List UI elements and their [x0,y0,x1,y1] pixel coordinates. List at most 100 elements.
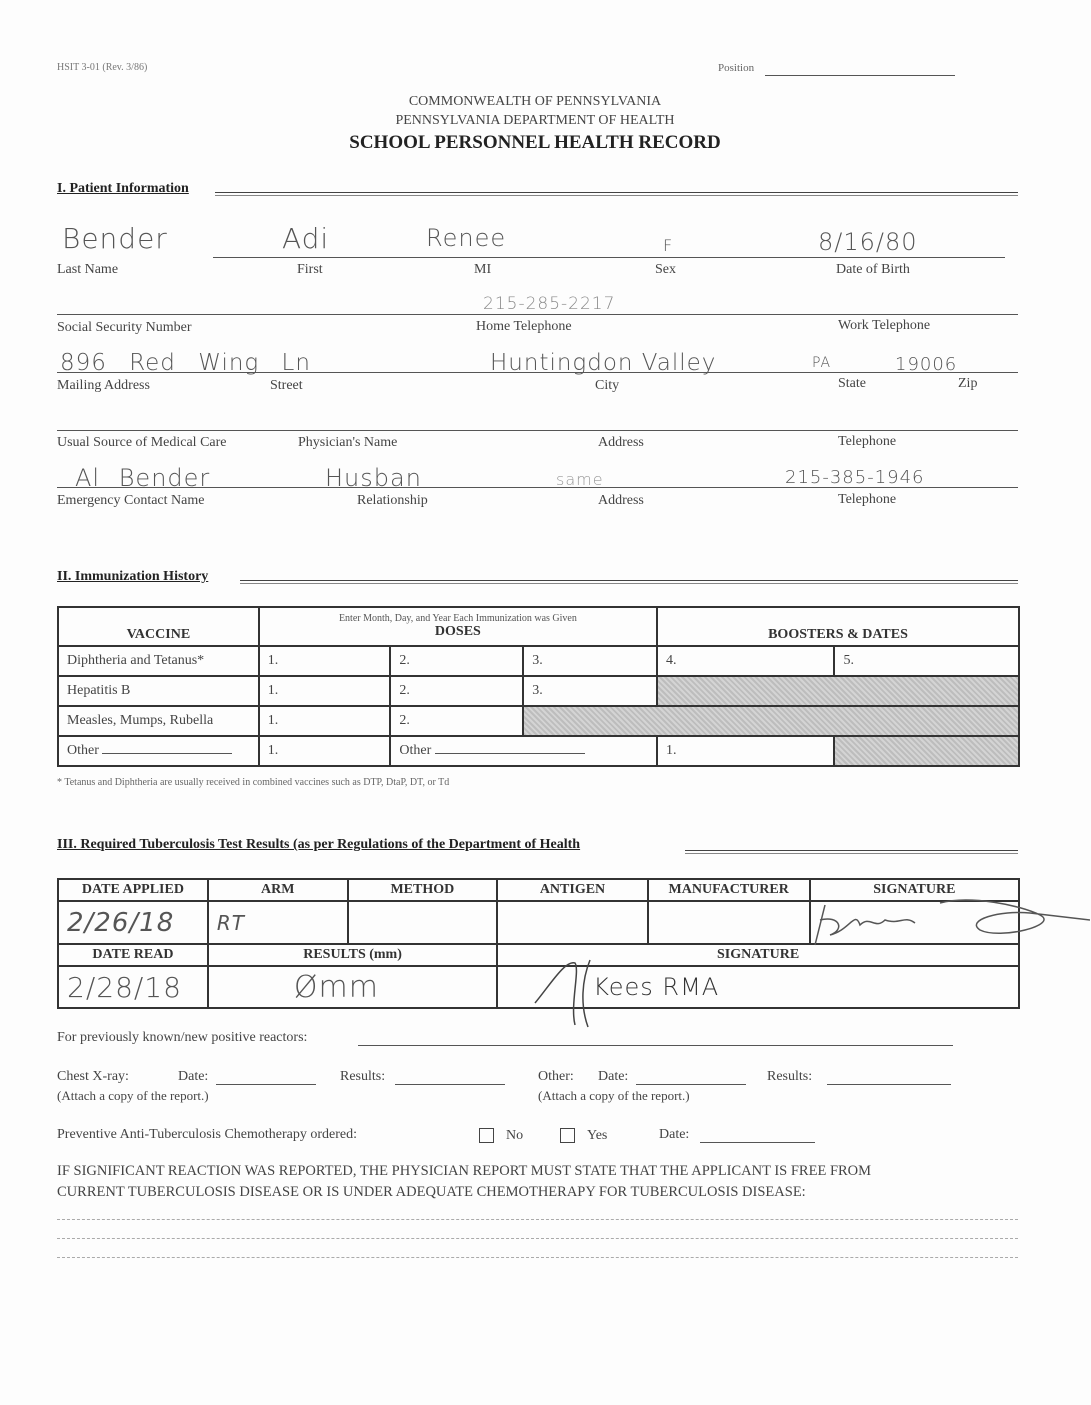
checkbox-icon [560,1127,575,1143]
other-results-field[interactable] [827,1084,951,1085]
physician-report-line[interactable] [57,1219,1018,1220]
label-home-phone: Home Telephone [476,319,572,334]
header-manufacturer: MANUFACTURER [646,878,811,902]
arm-value[interactable]: RT [206,900,349,945]
booster-cell[interactable]: 1. [655,735,836,767]
vaccine-other[interactable]: Other [57,735,260,767]
divider [240,580,1018,584]
physician-report-line[interactable] [57,1238,1018,1239]
form-number: HSIT 3-01 (Rev. 3/86) [57,62,148,73]
mi-value[interactable]: Renee [426,224,507,252]
emergency-phone-value[interactable]: 215-385-1946 [785,467,925,488]
physician-report-line[interactable] [57,1257,1018,1258]
emergency-address-value[interactable]: same [556,470,604,489]
read-signature[interactable]: Kees RMA [496,965,1020,1009]
vaccine-name: Hepatitis B [57,675,260,707]
divider [215,192,1018,196]
label-zip: Zip [958,376,978,391]
dose-cell[interactable]: 2. [389,645,525,677]
state-value[interactable]: PA [812,355,832,371]
xray-results-field[interactable] [395,1084,505,1085]
booster-cell[interactable]: 4. [655,645,836,677]
label-physician: Physician's Name [298,435,398,450]
doses-title: DOSES [434,624,481,639]
positive-reactors-field[interactable] [358,1045,953,1046]
dose-cell[interactable]: 2. [389,705,525,737]
other-dose-field[interactable] [434,753,585,754]
shaded-cell [833,735,1020,767]
label-emergency-address: Address [598,493,644,508]
header-boosters: BOOSTERS & DATES [655,606,1021,647]
manufacturer-cell[interactable] [646,900,811,945]
divider [685,850,1018,854]
label-usual-source: Usual Source of Medical Care [57,435,227,450]
date-applied-value[interactable]: 2/26/18 [57,900,209,945]
first-name-value[interactable]: Adi [282,222,330,255]
read-signature-drawing [534,959,591,1028]
method-cell[interactable] [346,900,499,945]
header-doses: Enter Month, Day, and Year Each Immuniza… [257,606,658,647]
section-patient-info: I. Patient Information [57,181,189,196]
date-read-value[interactable]: 2/28/18 [57,965,209,1009]
section-immunization: II. Immunization History [57,569,209,584]
last-name-value[interactable]: Bender [62,222,168,255]
booster-cell[interactable]: 5. [833,645,1020,677]
xray-date-field[interactable] [216,1084,316,1085]
header-signature-read: SIGNATURE [496,943,1020,967]
dose-cell[interactable]: 1. [257,705,392,737]
dob-value[interactable]: 8/16/80 [818,228,918,256]
other-dose-cell[interactable]: Other [389,735,658,767]
position-label: Position [718,62,755,74]
position-field[interactable] [765,75,955,76]
dose-cell[interactable]: 1. [257,735,392,767]
notice-line1: IF SIGNIFICANT REACTION WAS REPORTED, TH… [57,1163,872,1179]
header-line2: PENNSYLVANIA DEPARTMENT OF HEALTH [395,113,675,128]
results-value[interactable]: Ømm [206,965,499,1009]
other-date-label: Date: [598,1069,629,1084]
zip-value[interactable]: 19006 [895,354,958,375]
field-line [57,372,1018,373]
applied-signature-drawing [814,899,1090,946]
label-mailing-address: Mailing Address [57,378,150,393]
sex-value[interactable]: F [663,236,674,255]
other-label: Other [399,743,432,758]
table-row: Diphtheria and Tetanus* 1. 2. 3. 4. 5. [57,645,1020,677]
chemo-date-label: Date: [659,1127,690,1142]
chemo-date-field[interactable] [700,1142,815,1143]
shaded-cell [522,705,1020,737]
city-value[interactable]: Huntingdon Valley [490,350,717,376]
other-vaccine-field[interactable] [102,753,233,754]
label-physician-telephone: Telephone [838,434,897,449]
dose-cell[interactable]: 1. [257,675,392,707]
xray-results-label: Results: [340,1069,386,1084]
footnote: * Tetanus and Diphtheria are usually rec… [57,777,450,788]
antigen-cell[interactable] [496,900,649,945]
label-dob: Date of Birth [836,262,910,277]
header-arm: ARM [206,878,349,902]
dose-cell[interactable]: 1. [257,645,392,677]
section-tb: III. Required Tuberculosis Test Results … [57,837,581,852]
header-line1: COMMONWEALTH OF PENNSYLVANIA [408,94,662,109]
checkbox-icon [479,1127,494,1143]
dose-cell[interactable]: 3. [522,675,658,707]
field-line [57,430,1018,431]
dose-cell[interactable]: 2. [389,675,525,707]
label-street: Street [270,378,303,393]
label-first: First [297,262,323,277]
tb-table: DATE APPLIED ARM METHOD ANTIGEN MANUFACT… [57,878,1021,1009]
notice-line2: CURRENT TUBERCULOSIS DISEASE OR IS UNDER… [57,1184,806,1200]
street-value[interactable]: 896 Red Wing Ln [60,350,311,376]
chemo-no-checkbox[interactable]: No [479,1126,523,1144]
label-sex: Sex [655,262,676,277]
table-row: Hepatitis B 1. 2. 3. [57,675,1021,707]
chemo-yes-checkbox[interactable]: Yes [560,1126,607,1144]
home-phone-value[interactable]: 215-285-2217 [483,294,616,314]
other-label: Other: [538,1069,574,1084]
label-city: City [595,378,620,393]
header-results: RESULTS (mm) [206,943,499,967]
field-line [213,257,1005,258]
dose-cell[interactable]: 3. [522,645,658,677]
other-date-field[interactable] [636,1084,746,1085]
xray-attach-note: (Attach a copy of the report.) [57,1088,209,1103]
chest-xray-label: Chest X-ray: [57,1069,129,1084]
